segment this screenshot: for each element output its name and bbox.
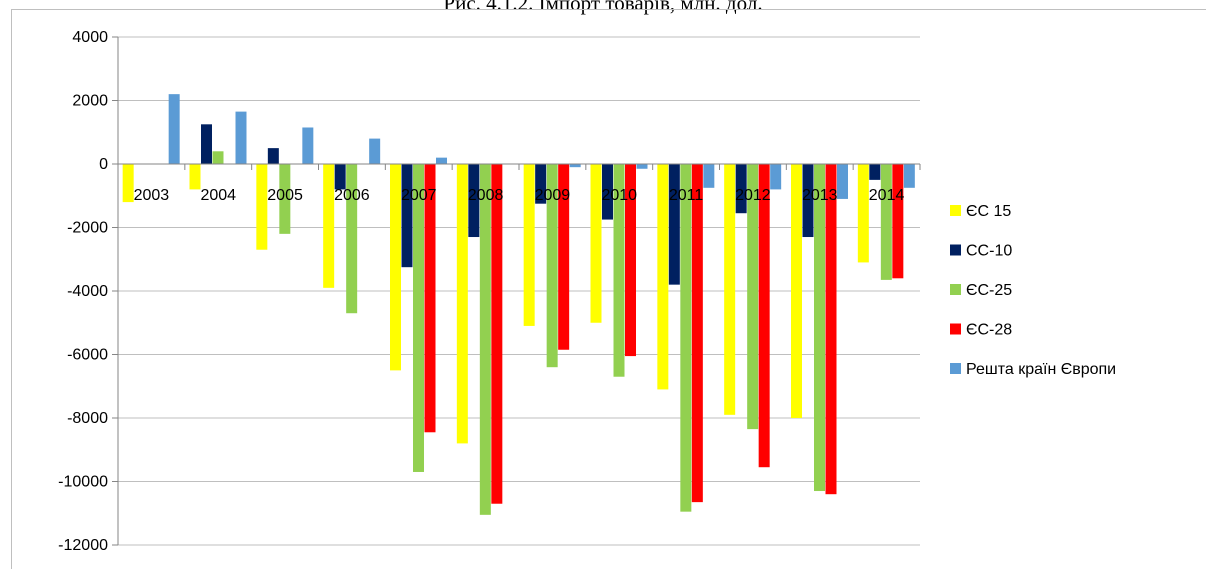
bar-3-2011	[680, 164, 692, 512]
legend: ЄС 15 СС-10 ЄС-25 ЄС-28 Решта країн Європи	[950, 203, 1116, 378]
bar-1-2006	[323, 164, 335, 288]
bar-4-2010	[625, 164, 636, 357]
x-tick-label: 2014	[869, 187, 905, 204]
legend-label: ЄС-25	[966, 282, 1012, 299]
bar-4-2007	[424, 164, 436, 433]
bar-4-2014	[892, 164, 904, 279]
legend-label: ЄС 15	[966, 203, 1011, 220]
bar-2-2006	[334, 164, 346, 190]
legend-swatch	[950, 284, 961, 295]
x-tick-label: 2006	[334, 187, 370, 204]
bar-5-2006	[369, 138, 381, 164]
bar-3-2005	[279, 164, 291, 234]
bar-2-2004	[201, 124, 212, 164]
bar-5-2010	[636, 164, 648, 169]
bar-4-2008	[491, 164, 503, 504]
bar-1-2014	[857, 164, 869, 263]
legend-swatch	[950, 205, 961, 216]
x-tick-label: 2009	[535, 187, 571, 204]
bar-5-2014	[903, 164, 915, 188]
x-tick-label: 2004	[200, 187, 236, 204]
y-tick-label: -4000	[67, 283, 108, 300]
bars	[122, 94, 915, 515]
bar-3-2007	[413, 164, 424, 472]
bar-4-2012	[758, 164, 770, 468]
x-tick-label: 2013	[802, 187, 838, 204]
x-tick-label: 2011	[669, 187, 704, 204]
bar-5-2007	[436, 157, 447, 164]
bar-1-2012	[724, 164, 736, 415]
chart-frame	[11, 9, 1206, 569]
legend-swatch	[950, 244, 961, 256]
bar-5-2011	[703, 164, 715, 188]
bar-5-2003	[168, 94, 180, 164]
bar-3-2004	[212, 151, 224, 164]
bar-2-2013	[802, 164, 814, 238]
bar-1-2003	[122, 164, 134, 203]
x-tick-label: 2010	[601, 187, 637, 204]
x-tick-label: 2008	[468, 187, 504, 204]
chart-title: Рис. 4.1.2. Імпорт товарів, млн. дол.	[443, 0, 763, 15]
bar-2-2005	[267, 148, 279, 164]
bar-1-2004	[189, 164, 201, 190]
bar-3-2014	[880, 164, 892, 280]
axes: 4000 2000 0 -2000 -4000 -6000 -8000 -10000 -1200…	[58, 29, 921, 554]
bar-3-2006	[346, 164, 358, 314]
legend-label: ЄС-28	[966, 322, 1012, 339]
bar-5-2005	[302, 127, 314, 164]
y-tick-label: 0	[99, 156, 108, 173]
bar-5-2009	[569, 164, 581, 168]
bar-3-2010	[613, 164, 625, 377]
bar-1-2010	[590, 164, 602, 323]
legend-label: Решта країн Європи	[966, 361, 1116, 378]
bar-3-2008	[479, 164, 491, 515]
x-tick-label: 2012	[735, 187, 771, 204]
bar-2-2009	[535, 164, 547, 204]
y-tick-label: -8000	[67, 410, 108, 427]
bar-4-2009	[558, 164, 570, 350]
bar-5-2004	[235, 111, 247, 164]
y-tick-label: -6000	[67, 347, 108, 364]
y-tick-label: -2000	[67, 220, 108, 237]
legend-swatch	[950, 363, 961, 374]
x-tick-label: 2003	[134, 187, 170, 204]
bar-3-2012	[747, 164, 759, 430]
bar-5-2013	[837, 164, 848, 199]
y-tick-label: 4000	[72, 29, 108, 46]
bar-2-2011	[668, 164, 680, 285]
bar-2-2007	[401, 164, 413, 268]
bar-4-2013	[825, 164, 837, 495]
bar-1-2013	[791, 164, 802, 418]
bar-1-2005	[256, 164, 268, 250]
bar-2-2014	[869, 164, 881, 180]
bar-4-2011	[691, 164, 703, 503]
bar-2-2008	[468, 164, 480, 238]
bar-2-2012	[735, 164, 747, 214]
bar-3-2013	[814, 164, 825, 492]
legend-swatch	[950, 323, 961, 335]
bar-1-2007	[390, 164, 401, 371]
bar-5-2012	[770, 164, 782, 190]
bar-1-2011	[657, 164, 669, 390]
bar-1-2008	[456, 164, 468, 444]
y-tick-label: -12000	[58, 537, 108, 554]
x-tick-label: 2007	[401, 187, 437, 204]
legend-label: СС-10	[966, 243, 1012, 260]
x-tick-label: 2005	[267, 187, 303, 204]
bar-2-2010	[602, 164, 613, 220]
bar-1-2009	[523, 164, 535, 326]
y-tick-label: 2000	[72, 93, 108, 110]
y-tick-label: -10000	[58, 474, 108, 491]
bar-3-2009	[546, 164, 558, 368]
